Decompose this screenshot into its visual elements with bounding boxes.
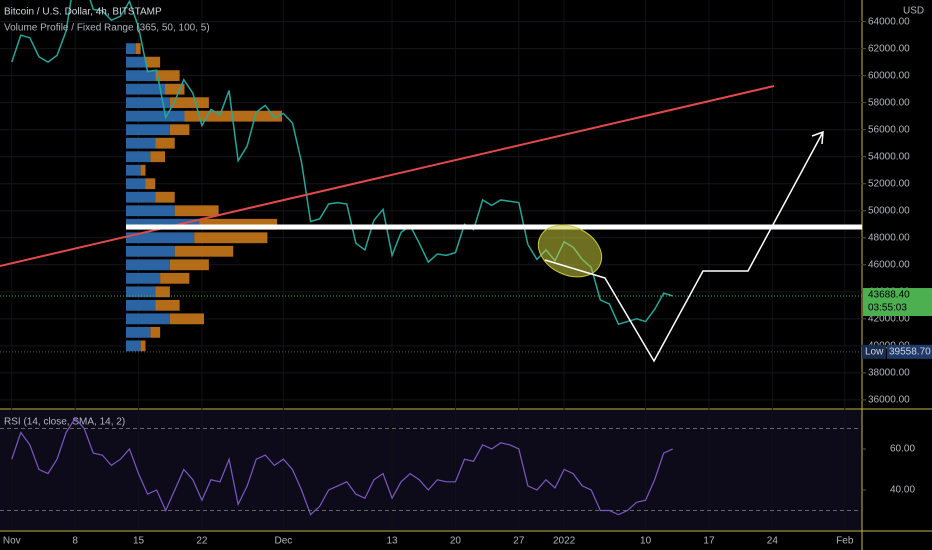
y-tick-label: 56000.00 bbox=[868, 124, 910, 135]
arrow-head bbox=[811, 130, 824, 145]
rsi-title: RSI (14, close, SMA, 14, 2) bbox=[4, 417, 125, 428]
x-tick-label: Nov bbox=[3, 536, 21, 547]
volume-down-bar bbox=[155, 286, 170, 298]
volume-down-bar bbox=[169, 97, 209, 109]
volume-down-bar bbox=[184, 110, 282, 122]
y-tick-label: 54000.00 bbox=[868, 151, 910, 162]
volume-down-bar bbox=[169, 124, 190, 136]
volume-down-bar bbox=[160, 272, 190, 284]
volume-up-bar bbox=[126, 232, 195, 244]
y-tick-label: 42000.00 bbox=[868, 313, 910, 324]
volume-up-bar bbox=[126, 70, 156, 82]
volume-up-bar bbox=[126, 245, 175, 257]
volume-up-bar bbox=[126, 313, 170, 325]
volume-up-bar bbox=[126, 340, 141, 352]
x-tick-label: 27 bbox=[513, 536, 525, 547]
last-price-label: 43688.40 bbox=[868, 290, 910, 301]
volume-up-bar bbox=[126, 299, 156, 311]
volume-down-bar bbox=[145, 56, 161, 68]
low-value-tag bbox=[887, 344, 932, 359]
volume-up-bar bbox=[126, 110, 185, 122]
volume-down-bar bbox=[199, 218, 278, 230]
volume-up-bar bbox=[126, 286, 156, 298]
rsi-line bbox=[11, 417, 674, 516]
rsi-y-tick-label: 40.00 bbox=[890, 485, 915, 496]
x-tick-label: 2022 bbox=[553, 536, 576, 547]
volume-up-bar bbox=[126, 326, 151, 338]
rsi-y-tick-label: 60.00 bbox=[890, 444, 915, 455]
volume-down-bar bbox=[155, 137, 175, 149]
volume-up-bar bbox=[126, 137, 156, 149]
low-name: Low bbox=[865, 346, 884, 357]
main-pane bbox=[0, 0, 862, 401]
volume-down-bar bbox=[135, 43, 141, 55]
y-tick-label: 52000.00 bbox=[868, 178, 910, 189]
low-name-tag bbox=[862, 344, 886, 359]
highlight-ellipse bbox=[537, 224, 603, 278]
volume-down-bar bbox=[145, 178, 156, 190]
volume-up-bar bbox=[126, 178, 146, 190]
low-value: 39558.70 bbox=[889, 346, 931, 357]
x-tick-label: 20 bbox=[450, 536, 462, 547]
y-tick-label: 46000.00 bbox=[868, 259, 910, 270]
volume-down-bar bbox=[155, 70, 180, 82]
trend-line bbox=[0, 85, 775, 267]
x-tick-label: 22 bbox=[196, 536, 208, 547]
last-price-tag bbox=[863, 288, 932, 317]
y-tick-label: 50000.00 bbox=[868, 205, 910, 216]
volume-up-bar bbox=[126, 259, 170, 271]
volume-down-bar bbox=[150, 151, 165, 163]
y-tick-label: 62000.00 bbox=[868, 43, 910, 54]
y-tick-label: 36000.00 bbox=[868, 395, 910, 406]
volume-down-bar bbox=[150, 326, 161, 338]
projection-path bbox=[544, 131, 824, 363]
volume-down-bar bbox=[194, 232, 268, 244]
volume-down-bar bbox=[169, 313, 204, 325]
volume-up-bar bbox=[126, 43, 136, 55]
volume-down-bar bbox=[155, 299, 180, 311]
x-tick-label: 13 bbox=[387, 536, 399, 547]
volume-down-bar bbox=[155, 191, 175, 203]
volume-up-bar bbox=[126, 272, 161, 284]
volume-down-bar bbox=[174, 205, 219, 217]
currency-label: USD bbox=[903, 6, 924, 17]
x-tick-label: 8 bbox=[72, 536, 78, 547]
x-tick-label: Dec bbox=[275, 536, 293, 547]
x-tick-label: 17 bbox=[703, 536, 715, 547]
volume-down-bar bbox=[140, 164, 146, 176]
symbol-title: Bitcoin / U.S. Dollar, 4h, BITSTAMP bbox=[4, 7, 162, 18]
x-tick-label: 10 bbox=[640, 536, 652, 547]
volume-up-bar bbox=[126, 83, 165, 95]
volume-up-bar bbox=[126, 191, 156, 203]
volume-up-bar bbox=[126, 97, 170, 109]
volume-down-bar bbox=[165, 83, 185, 95]
volume-down-bar bbox=[174, 245, 234, 257]
y-tick-label: 64000.00 bbox=[868, 16, 910, 27]
volume-up-bar bbox=[126, 151, 151, 163]
volume-up-bar bbox=[126, 218, 200, 230]
volume-up-bar bbox=[126, 164, 141, 176]
countdown-label: 03:55:03 bbox=[868, 303, 907, 314]
volume-down-bar bbox=[140, 340, 146, 352]
x-tick-label: 24 bbox=[767, 536, 779, 547]
rsi-pane bbox=[0, 410, 862, 530]
volume-down-bar bbox=[169, 259, 209, 271]
indicator-title: Volume Profile / Fixed Range (365, 50, 1… bbox=[4, 23, 210, 34]
y-tick-label: 38000.00 bbox=[868, 368, 910, 379]
y-tick-label: 48000.00 bbox=[868, 232, 910, 243]
drawings bbox=[0, 85, 862, 363]
y-tick-label: 58000.00 bbox=[868, 97, 910, 108]
volume-up-bar bbox=[126, 56, 146, 68]
x-tick-label: 15 bbox=[133, 536, 145, 547]
y-tick-label: 60000.00 bbox=[868, 70, 910, 81]
x-tick-label: Feb bbox=[836, 536, 854, 547]
volume-up-bar bbox=[126, 205, 175, 217]
volume-up-bar bbox=[126, 124, 170, 136]
